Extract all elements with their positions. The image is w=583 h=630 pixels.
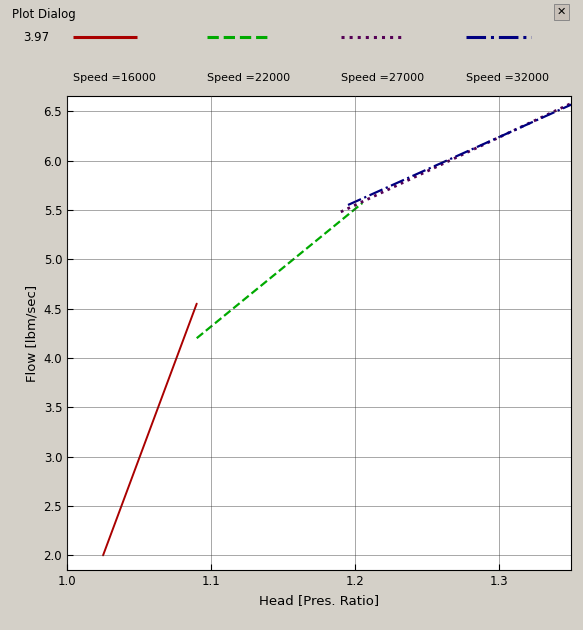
Text: ✕: ✕ <box>557 7 566 17</box>
Text: Speed =22000: Speed =22000 <box>207 73 290 83</box>
X-axis label: Head [Pres. Ratio]: Head [Pres. Ratio] <box>259 593 380 607</box>
Text: 3.97: 3.97 <box>23 31 50 43</box>
Text: Plot Dialog: Plot Dialog <box>12 8 75 21</box>
Text: Speed =27000: Speed =27000 <box>341 73 424 83</box>
Text: Speed =16000: Speed =16000 <box>73 73 156 83</box>
Text: Speed =32000: Speed =32000 <box>466 73 549 83</box>
Y-axis label: Flow [lbm/sec]: Flow [lbm/sec] <box>25 285 38 382</box>
